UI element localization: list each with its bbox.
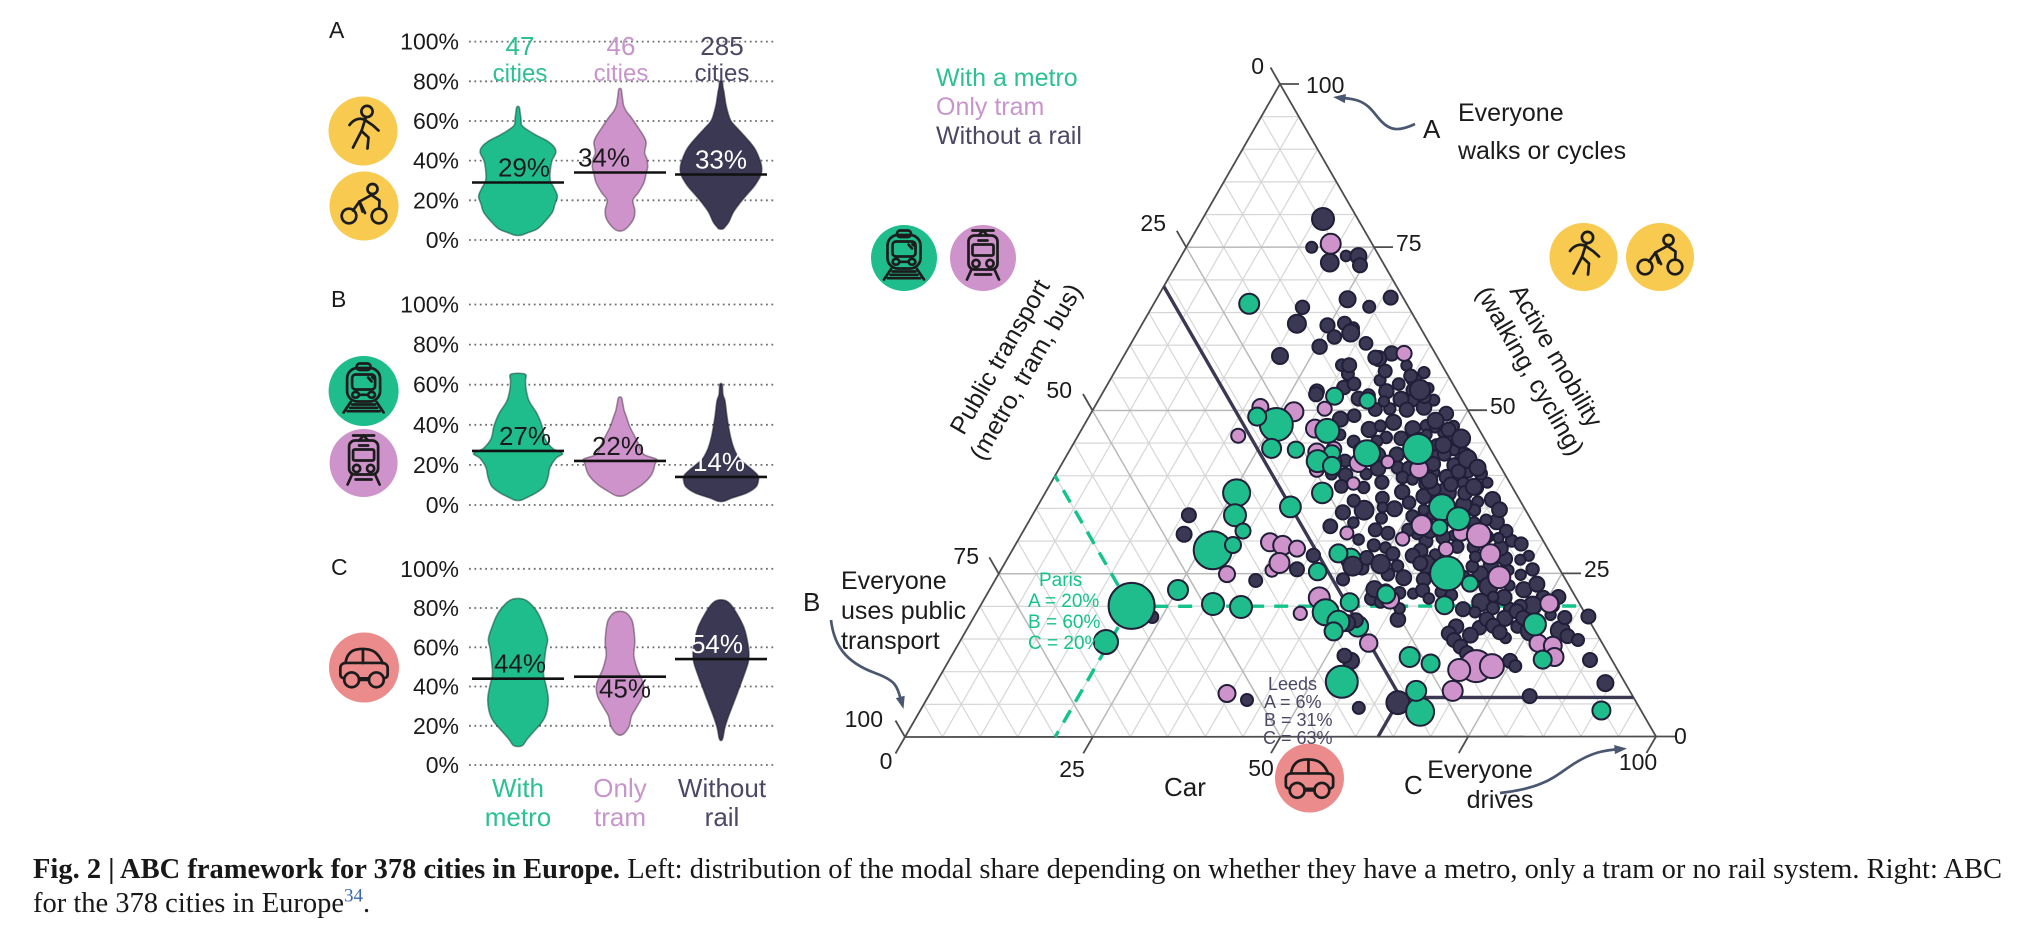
- svg-text:cities: cities: [594, 60, 649, 87]
- svg-text:45%: 45%: [599, 674, 651, 704]
- svg-text:B: B: [331, 286, 346, 312]
- svg-text:Everyone: Everyone: [1427, 756, 1533, 784]
- svg-text:C = 20%: C = 20%: [1028, 633, 1102, 654]
- svg-text:60%: 60%: [413, 372, 459, 398]
- svg-text:14%: 14%: [693, 447, 745, 477]
- svg-text:60%: 60%: [413, 634, 459, 660]
- svg-text:25: 25: [1059, 756, 1085, 782]
- svg-text:40%: 40%: [413, 148, 459, 174]
- svg-text:tram: tram: [594, 802, 646, 832]
- svg-text:uses public: uses public: [841, 597, 966, 625]
- svg-text:B = 31%: B = 31%: [1264, 710, 1333, 730]
- svg-text:Without: Without: [678, 773, 767, 803]
- svg-text:34%: 34%: [578, 143, 630, 173]
- svg-text:100%: 100%: [400, 292, 459, 318]
- svg-text:Only tram: Only tram: [936, 93, 1044, 121]
- svg-text:Everyone: Everyone: [841, 567, 947, 595]
- svg-text:C = 63%: C = 63%: [1263, 728, 1333, 748]
- svg-text:C: C: [1404, 770, 1423, 800]
- svg-text:46: 46: [607, 31, 636, 61]
- svg-text:80%: 80%: [413, 68, 459, 94]
- svg-text:33%: 33%: [695, 145, 747, 175]
- svg-text:cities: cities: [493, 60, 548, 87]
- svg-text:75: 75: [1396, 230, 1422, 256]
- svg-text:44%: 44%: [494, 649, 546, 679]
- svg-text:B: B: [803, 587, 820, 617]
- svg-text:100: 100: [1619, 749, 1657, 775]
- svg-text:B = 60%: B = 60%: [1028, 612, 1100, 633]
- svg-text:Car: Car: [1164, 772, 1206, 802]
- svg-text:C: C: [331, 554, 348, 580]
- svg-text:Leeds: Leeds: [1268, 674, 1317, 694]
- svg-text:Without a rail: Without a rail: [936, 122, 1082, 150]
- svg-text:100: 100: [845, 706, 883, 732]
- svg-text:75: 75: [953, 543, 979, 569]
- svg-text:47: 47: [506, 31, 535, 61]
- svg-text:Paris: Paris: [1039, 570, 1082, 591]
- svg-text:0: 0: [1251, 53, 1264, 79]
- svg-text:With: With: [492, 773, 544, 803]
- svg-text:walks or cycles: walks or cycles: [1457, 137, 1626, 165]
- svg-text:80%: 80%: [413, 595, 459, 621]
- svg-text:27%: 27%: [499, 421, 551, 451]
- svg-text:With a metro: With a metro: [936, 64, 1078, 92]
- svg-text:0: 0: [1674, 723, 1687, 749]
- svg-text:20%: 20%: [413, 452, 459, 478]
- svg-text:rail: rail: [705, 802, 740, 832]
- svg-text:0%: 0%: [426, 752, 459, 778]
- svg-text:60%: 60%: [413, 108, 459, 134]
- svg-text:cities: cities: [695, 60, 750, 87]
- svg-text:40%: 40%: [413, 674, 459, 700]
- svg-text:40%: 40%: [413, 412, 459, 438]
- svg-text:0: 0: [880, 748, 893, 774]
- svg-text:54%: 54%: [691, 629, 743, 659]
- svg-text:285: 285: [700, 31, 743, 61]
- svg-text:A = 6%: A = 6%: [1264, 692, 1322, 712]
- svg-text:100%: 100%: [400, 29, 459, 55]
- svg-text:A = 20%: A = 20%: [1028, 591, 1099, 612]
- svg-text:100%: 100%: [400, 556, 459, 582]
- svg-text:20%: 20%: [413, 187, 459, 213]
- svg-text:A: A: [1423, 114, 1441, 144]
- svg-text:transport: transport: [841, 627, 940, 655]
- svg-text:25: 25: [1584, 556, 1610, 582]
- svg-text:Everyone: Everyone: [1458, 99, 1564, 127]
- svg-text:50: 50: [1490, 393, 1516, 419]
- svg-text:80%: 80%: [413, 332, 459, 358]
- svg-text:25: 25: [1140, 210, 1166, 236]
- svg-text:0%: 0%: [426, 227, 459, 253]
- svg-text:29%: 29%: [498, 153, 550, 183]
- svg-text:50: 50: [1046, 377, 1072, 403]
- svg-text:A: A: [329, 17, 345, 43]
- svg-text:0%: 0%: [426, 492, 459, 518]
- svg-text:22%: 22%: [592, 431, 644, 461]
- svg-text:metro: metro: [485, 802, 551, 832]
- svg-text:20%: 20%: [413, 713, 459, 739]
- svg-text:100: 100: [1306, 72, 1344, 98]
- svg-text:Only: Only: [593, 773, 646, 803]
- svg-text:50: 50: [1248, 755, 1274, 781]
